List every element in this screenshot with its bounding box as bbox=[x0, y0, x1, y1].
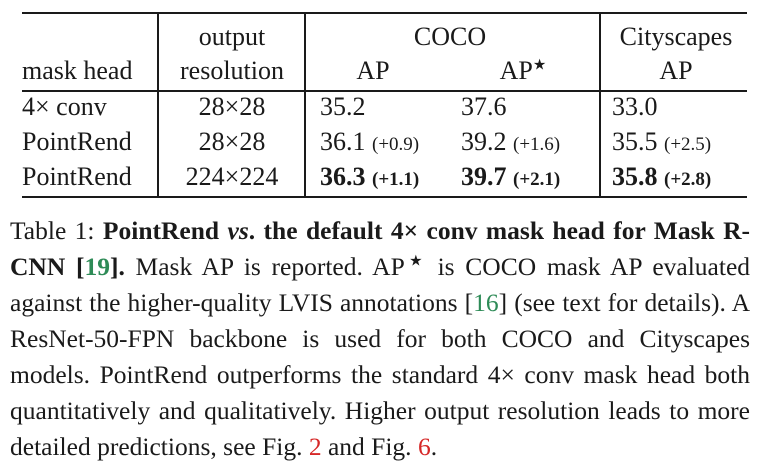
ref-16-link[interactable]: 16 bbox=[473, 288, 499, 317]
caption-text-1: Mask AP is reported. AP bbox=[124, 252, 405, 281]
row1-coco-ap-value: 35.2 bbox=[320, 92, 366, 121]
table-vline-3 bbox=[599, 12, 601, 196]
row3-coco-ap-delta: (+1.1) bbox=[372, 169, 420, 190]
row3-city-ap-delta: (+2.8) bbox=[664, 169, 712, 190]
ref-19-link[interactable]: 19 bbox=[84, 252, 110, 281]
row1-mask-head: 4× conv bbox=[22, 92, 107, 121]
row3-coco-ap-star-value: 39.7 bbox=[461, 162, 507, 191]
row3-city-ap-value: 35.8 bbox=[612, 162, 658, 191]
fig-2-link[interactable]: 2 bbox=[308, 432, 322, 461]
table-vline-2 bbox=[304, 12, 306, 196]
row2-city-ap: 35.5 (+2.5) bbox=[612, 127, 711, 160]
caption-bold-3: . bbox=[118, 252, 125, 281]
table-bottom-rule bbox=[22, 196, 747, 198]
row1-coco-ap-star: 37.6 bbox=[461, 92, 507, 122]
row2-resolution: 28×28 bbox=[198, 127, 266, 156]
caption-ref-19-open: [ bbox=[75, 252, 85, 281]
row2-coco-ap-star-delta: (+1.6) bbox=[513, 134, 561, 155]
star-mark: ★ bbox=[532, 57, 547, 74]
row1-coco-ap-star-value: 37.6 bbox=[461, 92, 507, 121]
row3-coco-ap-star-delta: (+2.1) bbox=[513, 169, 561, 190]
row2-city-ap-delta: (+2.5) bbox=[664, 134, 712, 155]
row1-resolution: 28×28 bbox=[198, 92, 266, 121]
table-vline-1 bbox=[157, 12, 159, 196]
row3-coco-ap: 36.3 (+1.1) bbox=[320, 162, 419, 195]
caption-bold-vs: vs bbox=[227, 216, 249, 245]
header-mask-head: mask head bbox=[22, 56, 133, 85]
row2-coco-ap-value: 36.1 bbox=[320, 127, 366, 156]
row1-city-ap: 33.0 bbox=[612, 92, 658, 122]
table-mid-rule bbox=[22, 90, 747, 92]
caption-text-3: ] (see text for details). A ResNet-50-FP… bbox=[10, 288, 750, 461]
row3-mask-head: PointRend bbox=[22, 162, 132, 191]
caption-bold-1: PointRend bbox=[102, 216, 228, 245]
caption-text-4: and Fig. bbox=[321, 432, 418, 461]
row2-city-ap-value: 35.5 bbox=[612, 127, 658, 156]
row3-city-ap: 35.8 (+2.8) bbox=[612, 162, 711, 195]
table-top-rule bbox=[22, 12, 747, 14]
fig-6-link[interactable]: 6 bbox=[417, 432, 431, 461]
row1-coco-ap: 35.2 bbox=[320, 92, 366, 122]
caption-bold-2: . the default 4× conv mask head for Mask… bbox=[10, 216, 751, 281]
row3-coco-ap-star: 39.7 (+2.1) bbox=[461, 162, 560, 195]
caption-ref-19-close: ] bbox=[109, 252, 119, 281]
row2-mask-head: PointRend bbox=[22, 127, 132, 156]
header-coco-ap-star-label: AP bbox=[499, 56, 533, 85]
caption-star: ★ bbox=[404, 253, 427, 270]
caption-text-2: is COCO mask AP evaluated against the hi… bbox=[10, 252, 751, 317]
row2-coco-ap-star: 39.2 (+1.6) bbox=[461, 127, 560, 160]
header-coco-ap-star: AP★ bbox=[500, 56, 547, 86]
row1-city-ap-value: 33.0 bbox=[612, 92, 658, 121]
header-coco-ap: AP bbox=[356, 56, 390, 85]
row2-coco-ap-star-value: 39.2 bbox=[461, 127, 507, 156]
caption-label: Table 1: bbox=[10, 216, 103, 245]
header-cityscapes: Cityscapes bbox=[619, 22, 733, 51]
row2-coco-ap: 36.1 (+0.9) bbox=[320, 127, 419, 160]
header-resolution: resolution bbox=[180, 56, 284, 85]
row3-resolution: 224×224 bbox=[185, 162, 279, 191]
row3-coco-ap-value: 36.3 bbox=[320, 162, 366, 191]
header-coco: COCO bbox=[413, 22, 487, 51]
row2-coco-ap-delta: (+0.9) bbox=[372, 134, 420, 155]
table-caption: Table 1: PointRend vs. the default 4× co… bbox=[10, 213, 750, 465]
caption-text-5: . bbox=[430, 432, 438, 461]
header-output: output bbox=[198, 22, 266, 51]
header-city-ap: AP bbox=[659, 56, 693, 85]
